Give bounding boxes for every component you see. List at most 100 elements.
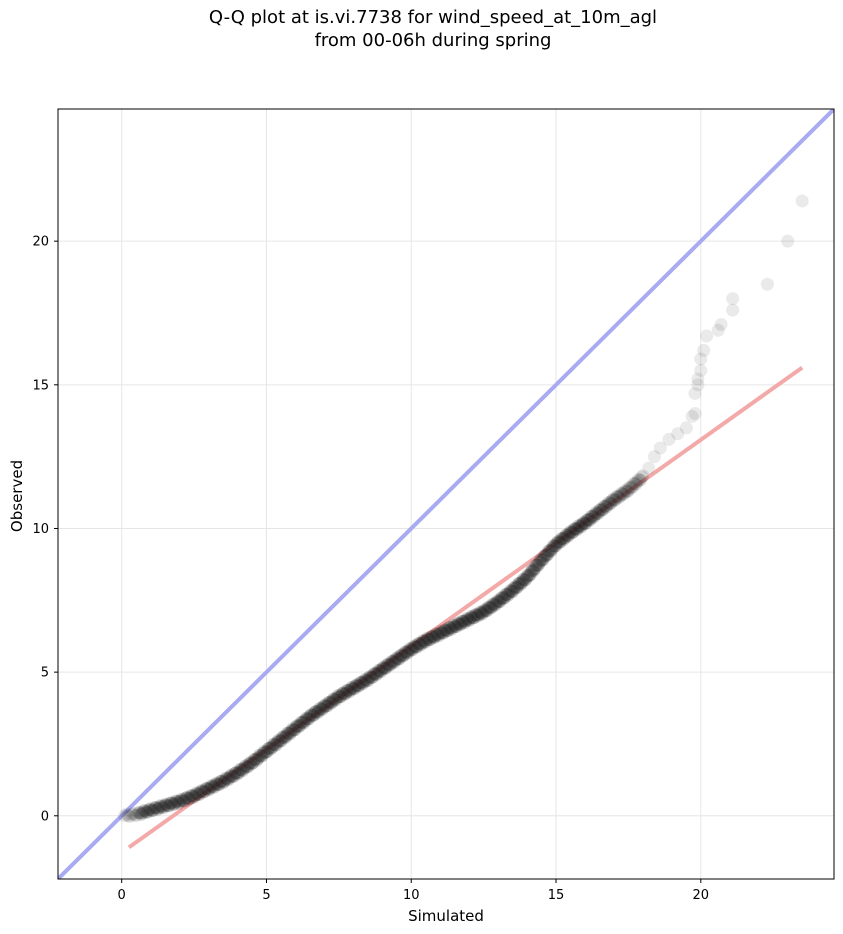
qq-point: [582, 514, 596, 528]
qq-point: [380, 658, 394, 672]
qq-point: [461, 613, 475, 627]
qq-point: [374, 665, 388, 679]
qq-point: [309, 705, 323, 719]
qq-point: [410, 640, 424, 654]
qq-point: [191, 787, 205, 801]
qq-point: [368, 667, 382, 681]
qq-point: [125, 807, 139, 821]
qq-point: [227, 769, 241, 783]
qq-point: [140, 805, 154, 819]
qq-point: [472, 608, 486, 622]
qq-point: [590, 506, 604, 520]
qq-point: [578, 517, 592, 531]
qq-point: [159, 797, 173, 811]
qq-point: [622, 481, 636, 495]
qq-point-tail: [653, 441, 667, 455]
qq-point: [413, 637, 427, 651]
qq-point: [617, 488, 631, 502]
qq-point: [322, 696, 336, 710]
qq-point: [512, 577, 526, 591]
qq-point: [625, 481, 639, 495]
qq-point: [184, 789, 198, 803]
qq-point: [361, 674, 375, 688]
qq-point: [448, 619, 462, 633]
qq-point: [588, 508, 602, 522]
qq-point: [264, 742, 278, 756]
qq-point: [244, 756, 258, 770]
qq-point: [240, 760, 254, 774]
qq-point: [558, 530, 572, 544]
qq-point: [199, 782, 213, 796]
qq-point: [373, 664, 387, 678]
qq-point: [469, 608, 483, 622]
qq-point-tail: [694, 363, 708, 377]
qq-point: [606, 492, 620, 506]
qq-point: [586, 509, 600, 523]
qq-point: [300, 712, 314, 726]
qq-point: [568, 522, 582, 536]
qq-point: [340, 683, 354, 697]
qq-point: [329, 693, 343, 707]
qq-point: [334, 690, 348, 704]
qq-point: [613, 489, 627, 503]
qq-point: [571, 521, 585, 535]
qq-point: [347, 682, 361, 696]
qq-point: [152, 801, 166, 815]
qq-point: [516, 572, 530, 586]
qq-point-tail: [714, 317, 728, 331]
qq-point: [591, 506, 605, 520]
qq-point: [607, 493, 621, 507]
qq-point: [514, 577, 528, 591]
qq-point: [449, 620, 463, 634]
qq-point-tail: [685, 409, 699, 423]
qq-point-tail: [726, 292, 740, 306]
qq-point: [352, 678, 366, 692]
qq-point: [454, 617, 468, 631]
qq-point: [623, 480, 637, 494]
qq-point: [536, 553, 550, 567]
qq-point: [517, 573, 531, 587]
qq-point: [280, 726, 294, 740]
qq-point: [424, 630, 438, 644]
qq-point-tail: [647, 450, 661, 464]
qq-point: [313, 701, 327, 715]
qq-point: [502, 586, 516, 600]
qq-point: [250, 753, 264, 767]
qq-point: [391, 652, 405, 666]
qq-point: [123, 809, 137, 823]
qq-point: [263, 741, 277, 755]
data-points: [118, 194, 809, 823]
y-axis-label: Observed: [8, 460, 26, 532]
qq-point: [259, 745, 273, 759]
qq-point: [441, 623, 455, 637]
qq-point-tail: [697, 343, 711, 357]
qq-point: [439, 623, 453, 637]
qq-point: [225, 769, 239, 783]
qq-point: [255, 749, 269, 763]
qq-point: [344, 683, 358, 697]
qq-point: [620, 484, 634, 498]
qq-point: [436, 626, 450, 640]
qq-point: [241, 760, 255, 774]
qq-point: [447, 618, 461, 632]
qq-point: [364, 671, 378, 685]
qq-point: [486, 597, 500, 611]
qq-point: [204, 779, 218, 793]
qq-point: [564, 524, 578, 538]
qq-point: [215, 774, 229, 788]
qq-point: [484, 601, 498, 615]
qq-point: [305, 709, 319, 723]
qq-point: [500, 587, 514, 601]
qq-point: [476, 605, 490, 619]
qq-point: [634, 473, 648, 487]
qq-point: [599, 500, 613, 514]
qq-point-tail: [795, 194, 809, 208]
qq-point: [521, 568, 535, 582]
qq-point: [231, 767, 245, 781]
qq-point: [278, 731, 292, 745]
qq-point: [315, 702, 329, 716]
qq-point: [596, 502, 610, 516]
qq-point: [579, 516, 593, 530]
qq-point: [293, 718, 307, 732]
